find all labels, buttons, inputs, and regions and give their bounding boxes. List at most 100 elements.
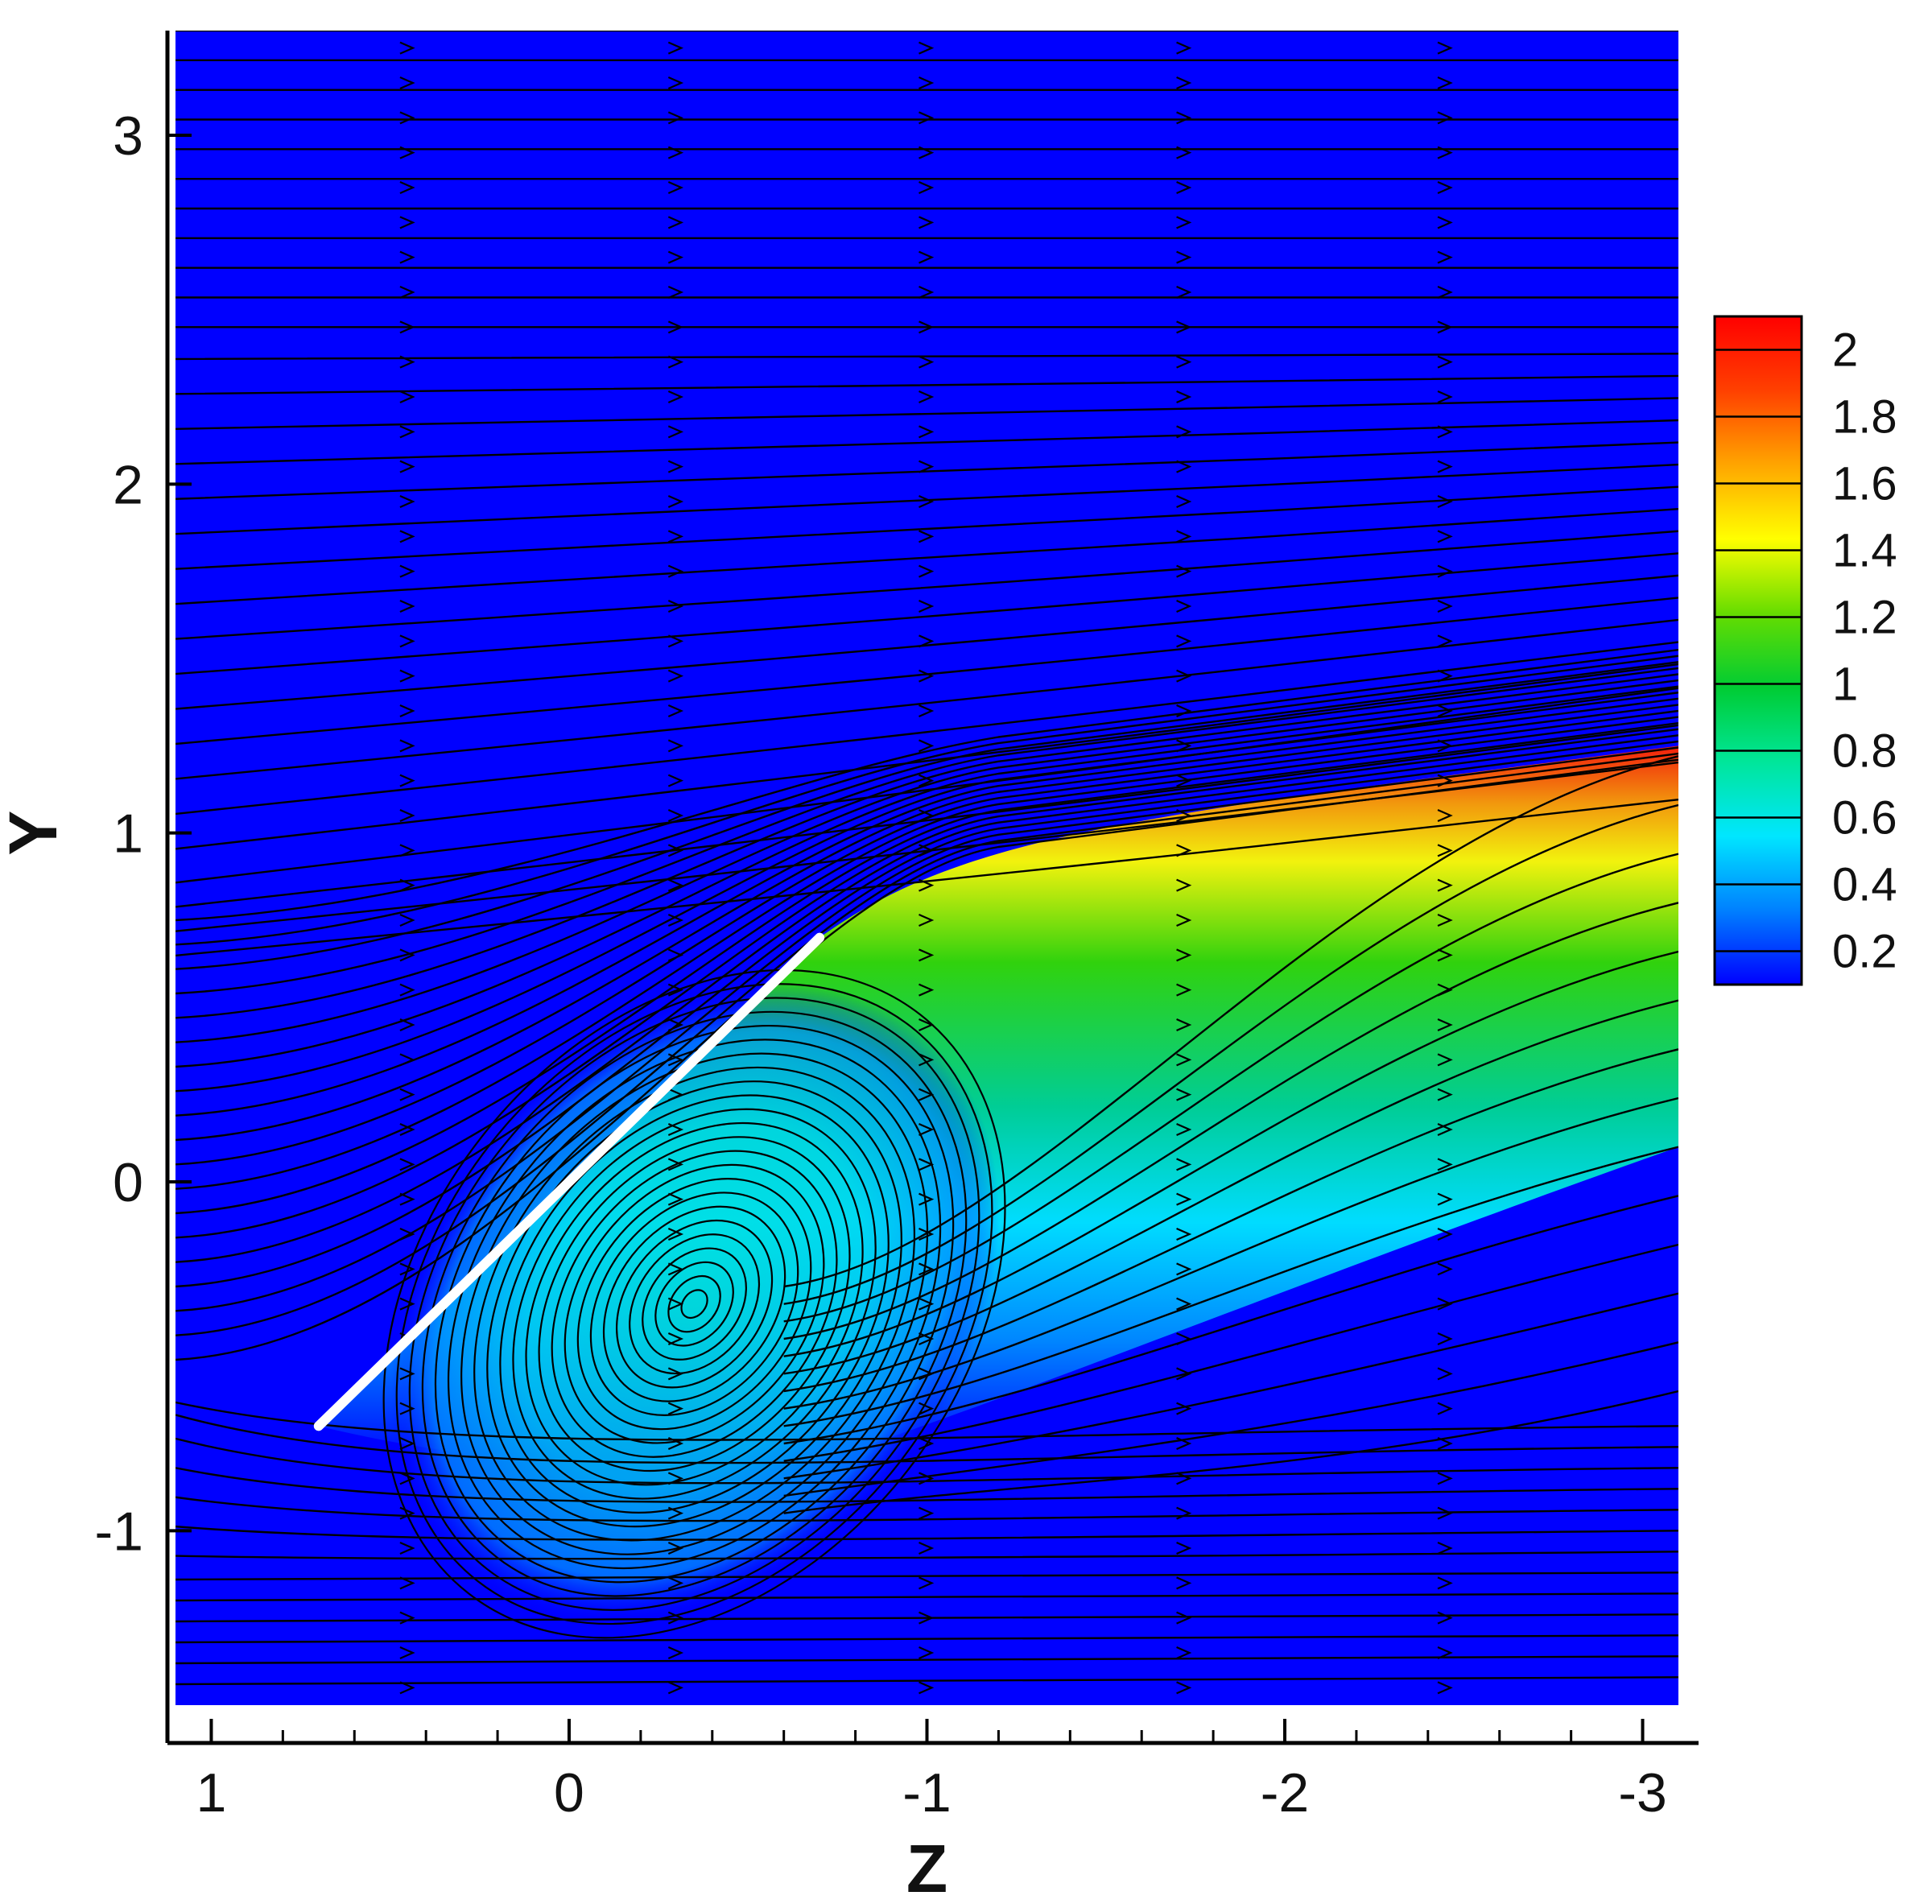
streamline-arrow bbox=[919, 1681, 935, 1695]
streamline-arrow bbox=[667, 76, 684, 90]
streamline-arrow bbox=[399, 739, 415, 753]
colorbar-level-label: 2 bbox=[1832, 324, 1858, 377]
streamline-arrow bbox=[1437, 285, 1453, 299]
vortex-streamline bbox=[408, 997, 980, 1611]
streamline-arrow bbox=[1176, 1681, 1192, 1695]
streamline-arrow bbox=[919, 494, 935, 509]
streamline-arrow bbox=[919, 111, 935, 125]
streamline bbox=[175, 1496, 1678, 1522]
streamline bbox=[175, 724, 1678, 908]
vortex-streamline bbox=[654, 1261, 734, 1347]
streamline bbox=[175, 667, 1678, 995]
streamline-arrow bbox=[1437, 669, 1453, 683]
streamline-arrow bbox=[919, 1088, 935, 1101]
vortex-streamline bbox=[680, 1289, 708, 1320]
streamline-arrow bbox=[1176, 285, 1192, 299]
streamline-arrow bbox=[919, 1018, 935, 1032]
streamline-arrow bbox=[919, 1611, 935, 1625]
streamline-arrow bbox=[919, 1506, 935, 1520]
streamline-arrow bbox=[1437, 1436, 1453, 1451]
vortex-streamline bbox=[629, 1233, 761, 1375]
streamline-arrow bbox=[1176, 983, 1192, 997]
streamline-arrow bbox=[667, 216, 684, 229]
streamline-arrow bbox=[919, 41, 935, 55]
streamline-arrow bbox=[1176, 844, 1192, 857]
streamline-arrow bbox=[399, 983, 415, 997]
x-ticks: 1 0 -1 -2 -3 bbox=[196, 1719, 1667, 1823]
streamline-arrow bbox=[1176, 1122, 1192, 1137]
streamline-arrow bbox=[399, 1018, 415, 1032]
streamline-arrow bbox=[399, 1262, 415, 1276]
streamline-arrow bbox=[919, 1192, 935, 1206]
vortex-streamline bbox=[564, 1163, 825, 1444]
streamline-arrow bbox=[399, 1541, 415, 1555]
streamline-arrow bbox=[1437, 1541, 1453, 1555]
streamline-arrow bbox=[667, 1436, 684, 1451]
streamline bbox=[175, 1437, 1678, 1485]
colorbar-level-label: 1.8 bbox=[1832, 391, 1897, 444]
streamline-arrow bbox=[667, 1506, 684, 1520]
vortex-streamline bbox=[589, 1192, 799, 1416]
streamline-arrow bbox=[667, 1088, 684, 1101]
streamline-arrow bbox=[399, 530, 415, 543]
streamline-arrow bbox=[919, 216, 935, 229]
x-tick-label: -1 bbox=[902, 1762, 951, 1823]
streamline-arrow bbox=[1437, 1611, 1453, 1625]
streamline bbox=[175, 758, 1678, 1361]
streamline-arrow bbox=[919, 180, 935, 195]
streamline-arrow bbox=[399, 1158, 415, 1171]
streamline bbox=[175, 740, 1678, 1288]
streamline-arrow bbox=[1437, 704, 1453, 718]
colorbar-level-label: 0.4 bbox=[1832, 859, 1897, 911]
streamline-arrow bbox=[919, 774, 935, 787]
streamline-arrow bbox=[399, 250, 415, 264]
streamline-arrow bbox=[919, 1332, 935, 1346]
streamline-arrow bbox=[1176, 1472, 1192, 1485]
streamline-arrow bbox=[667, 599, 684, 613]
streamline bbox=[175, 709, 1678, 1166]
streamline-arrow bbox=[1176, 1506, 1192, 1520]
streamline bbox=[175, 419, 1678, 465]
streamline-arrow bbox=[667, 808, 684, 823]
streamline-arrow bbox=[1176, 1053, 1192, 1067]
streamline bbox=[175, 761, 1678, 932]
vortex-streamline bbox=[473, 1066, 916, 1542]
colorbar-level-label: 1.6 bbox=[1832, 458, 1897, 510]
streamline-arrow bbox=[399, 390, 415, 404]
axes: 1 0 -1 -2 -3 -1 0 1 2 3 Z Y bbox=[0, 31, 1699, 1904]
streamline-arrow bbox=[1176, 1192, 1192, 1206]
streamline-arrow bbox=[1437, 320, 1453, 334]
streamline-arrow bbox=[1176, 704, 1192, 718]
streamlines bbox=[175, 31, 1678, 1695]
streamline-arrow bbox=[1176, 146, 1192, 159]
x-tick-label: 0 bbox=[554, 1762, 584, 1823]
streamline-arrow bbox=[1437, 1402, 1453, 1415]
streamline-arrow bbox=[919, 1262, 935, 1276]
streamline-arrow bbox=[667, 1646, 684, 1660]
streamline-arrow bbox=[667, 1332, 684, 1346]
streamline-arrow bbox=[399, 425, 415, 439]
colorbar-level-label: 1 bbox=[1832, 659, 1858, 711]
streamline-arrow bbox=[667, 425, 684, 439]
streamline-arrow bbox=[399, 913, 415, 927]
streamline-arrow bbox=[919, 76, 935, 90]
streamline-arrow bbox=[1437, 1053, 1453, 1067]
streamline-arrow bbox=[1176, 494, 1192, 509]
streamline bbox=[175, 397, 1678, 431]
streamline-arrow bbox=[667, 41, 684, 55]
streamline-arrow bbox=[1437, 1472, 1453, 1485]
streamline-arrow bbox=[1437, 1332, 1453, 1346]
streamline-arrow bbox=[1176, 1297, 1192, 1311]
streamline bbox=[175, 716, 1678, 1190]
streamline-arrow bbox=[667, 1611, 684, 1625]
streamline bbox=[175, 704, 1678, 1142]
streamline-arrow bbox=[667, 1018, 684, 1032]
streamline-arrow bbox=[1176, 599, 1192, 613]
streamline-arrow bbox=[399, 76, 415, 90]
streamline-arrow bbox=[1176, 808, 1192, 823]
vortex-streamline bbox=[615, 1219, 774, 1389]
streamline-arrow bbox=[399, 1472, 415, 1485]
streamline-arrow bbox=[919, 530, 935, 543]
streamline bbox=[175, 746, 1678, 1312]
streamline-arrow bbox=[1176, 1227, 1192, 1241]
